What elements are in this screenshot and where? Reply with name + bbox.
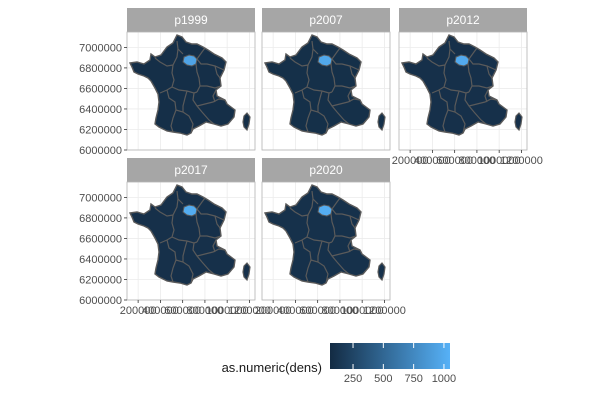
panel-border <box>398 31 528 151</box>
facet-strip-label: p2012 <box>446 13 480 27</box>
x-tick-label: 200000 <box>255 305 292 317</box>
y-tick-label: 6200000 <box>79 274 122 286</box>
x-tick-label: 1200000 <box>500 155 543 167</box>
x-tick-label: 200000 <box>392 155 429 167</box>
color-legend: as.numeric(dens) 250 500 750 1000 <box>222 343 456 385</box>
y-tick-label: 6800000 <box>79 213 122 225</box>
x-tick-label: 600000 <box>299 305 336 317</box>
legend-tick-label: 500 <box>374 373 392 385</box>
x-tick-label: 1000000 <box>341 305 384 317</box>
legend-tick-label: 1000 <box>432 373 456 385</box>
x-tick-label: 600000 <box>164 305 201 317</box>
facet-strip <box>127 158 255 182</box>
x-tick-label: 400000 <box>142 305 179 317</box>
y-tick-label: 6400000 <box>79 254 122 266</box>
panel-border <box>261 181 391 301</box>
y-tick-label: 6400000 <box>79 104 122 116</box>
x-tick-label: 800000 <box>187 305 224 317</box>
facet-panel-p2012: p2012 20000040000060000080000010000001200… <box>392 8 543 167</box>
x-tick-label: 400000 <box>277 305 314 317</box>
facet-strip-label: p2007 <box>309 13 343 27</box>
facet-panel-p2007: p2007 <box>261 8 391 151</box>
facet-strip-label: p2017 <box>174 163 208 177</box>
x-tick-label: 400000 <box>414 155 451 167</box>
legend-tick-label: 750 <box>404 373 422 385</box>
facet-panel-p1999: p1999 6000000 6200000 6400000 6600000 6800000… <box>79 8 256 157</box>
x-tick-label: 1000000 <box>206 305 249 317</box>
panel-border <box>261 31 391 151</box>
facet-panel-p2020: p2020 20000040000060000080000010000001200… <box>255 158 406 317</box>
facet-panel-p2017: p2017 6000000 6200000 6400000 6600000 6800000… <box>79 158 271 317</box>
x-tick-label: 1200000 <box>363 305 406 317</box>
y-tick-label: 7000000 <box>79 192 122 204</box>
x-tick-label: 600000 <box>436 155 473 167</box>
x-tick-label: 1200000 <box>228 305 271 317</box>
x-tick-label: 800000 <box>459 155 496 167</box>
legend-colorbar <box>330 343 450 369</box>
y-axis: 6000000 6200000 6400000 6600000 6800000 70000… <box>79 42 127 157</box>
facet-strip <box>127 8 255 32</box>
y-axis: 6000000 6200000 6400000 6600000 6800000 70000… <box>79 192 127 307</box>
y-tick-label: 7000000 <box>79 42 122 54</box>
y-tick-label: 6600000 <box>79 233 122 245</box>
x-tick-label: 1000000 <box>478 155 521 167</box>
legend-title: as.numeric(dens) <box>222 360 322 375</box>
x-tick-label: 200000 <box>120 305 157 317</box>
y-tick-label: 6800000 <box>79 63 122 75</box>
y-tick-label: 6000000 <box>79 145 122 157</box>
panel-border <box>126 181 256 301</box>
facet-strip <box>262 8 390 32</box>
facet-strip <box>399 8 527 32</box>
y-tick-label: 6000000 <box>79 295 122 307</box>
facet-strip-label: p2020 <box>309 163 343 177</box>
panel-border <box>126 31 256 151</box>
y-tick-label: 6200000 <box>79 124 122 136</box>
legend-tick-label: 250 <box>344 373 362 385</box>
y-tick-label: 6600000 <box>79 83 122 95</box>
facet-strip-label: p1999 <box>174 13 208 27</box>
facet-strip <box>262 158 390 182</box>
x-tick-label: 800000 <box>322 305 359 317</box>
